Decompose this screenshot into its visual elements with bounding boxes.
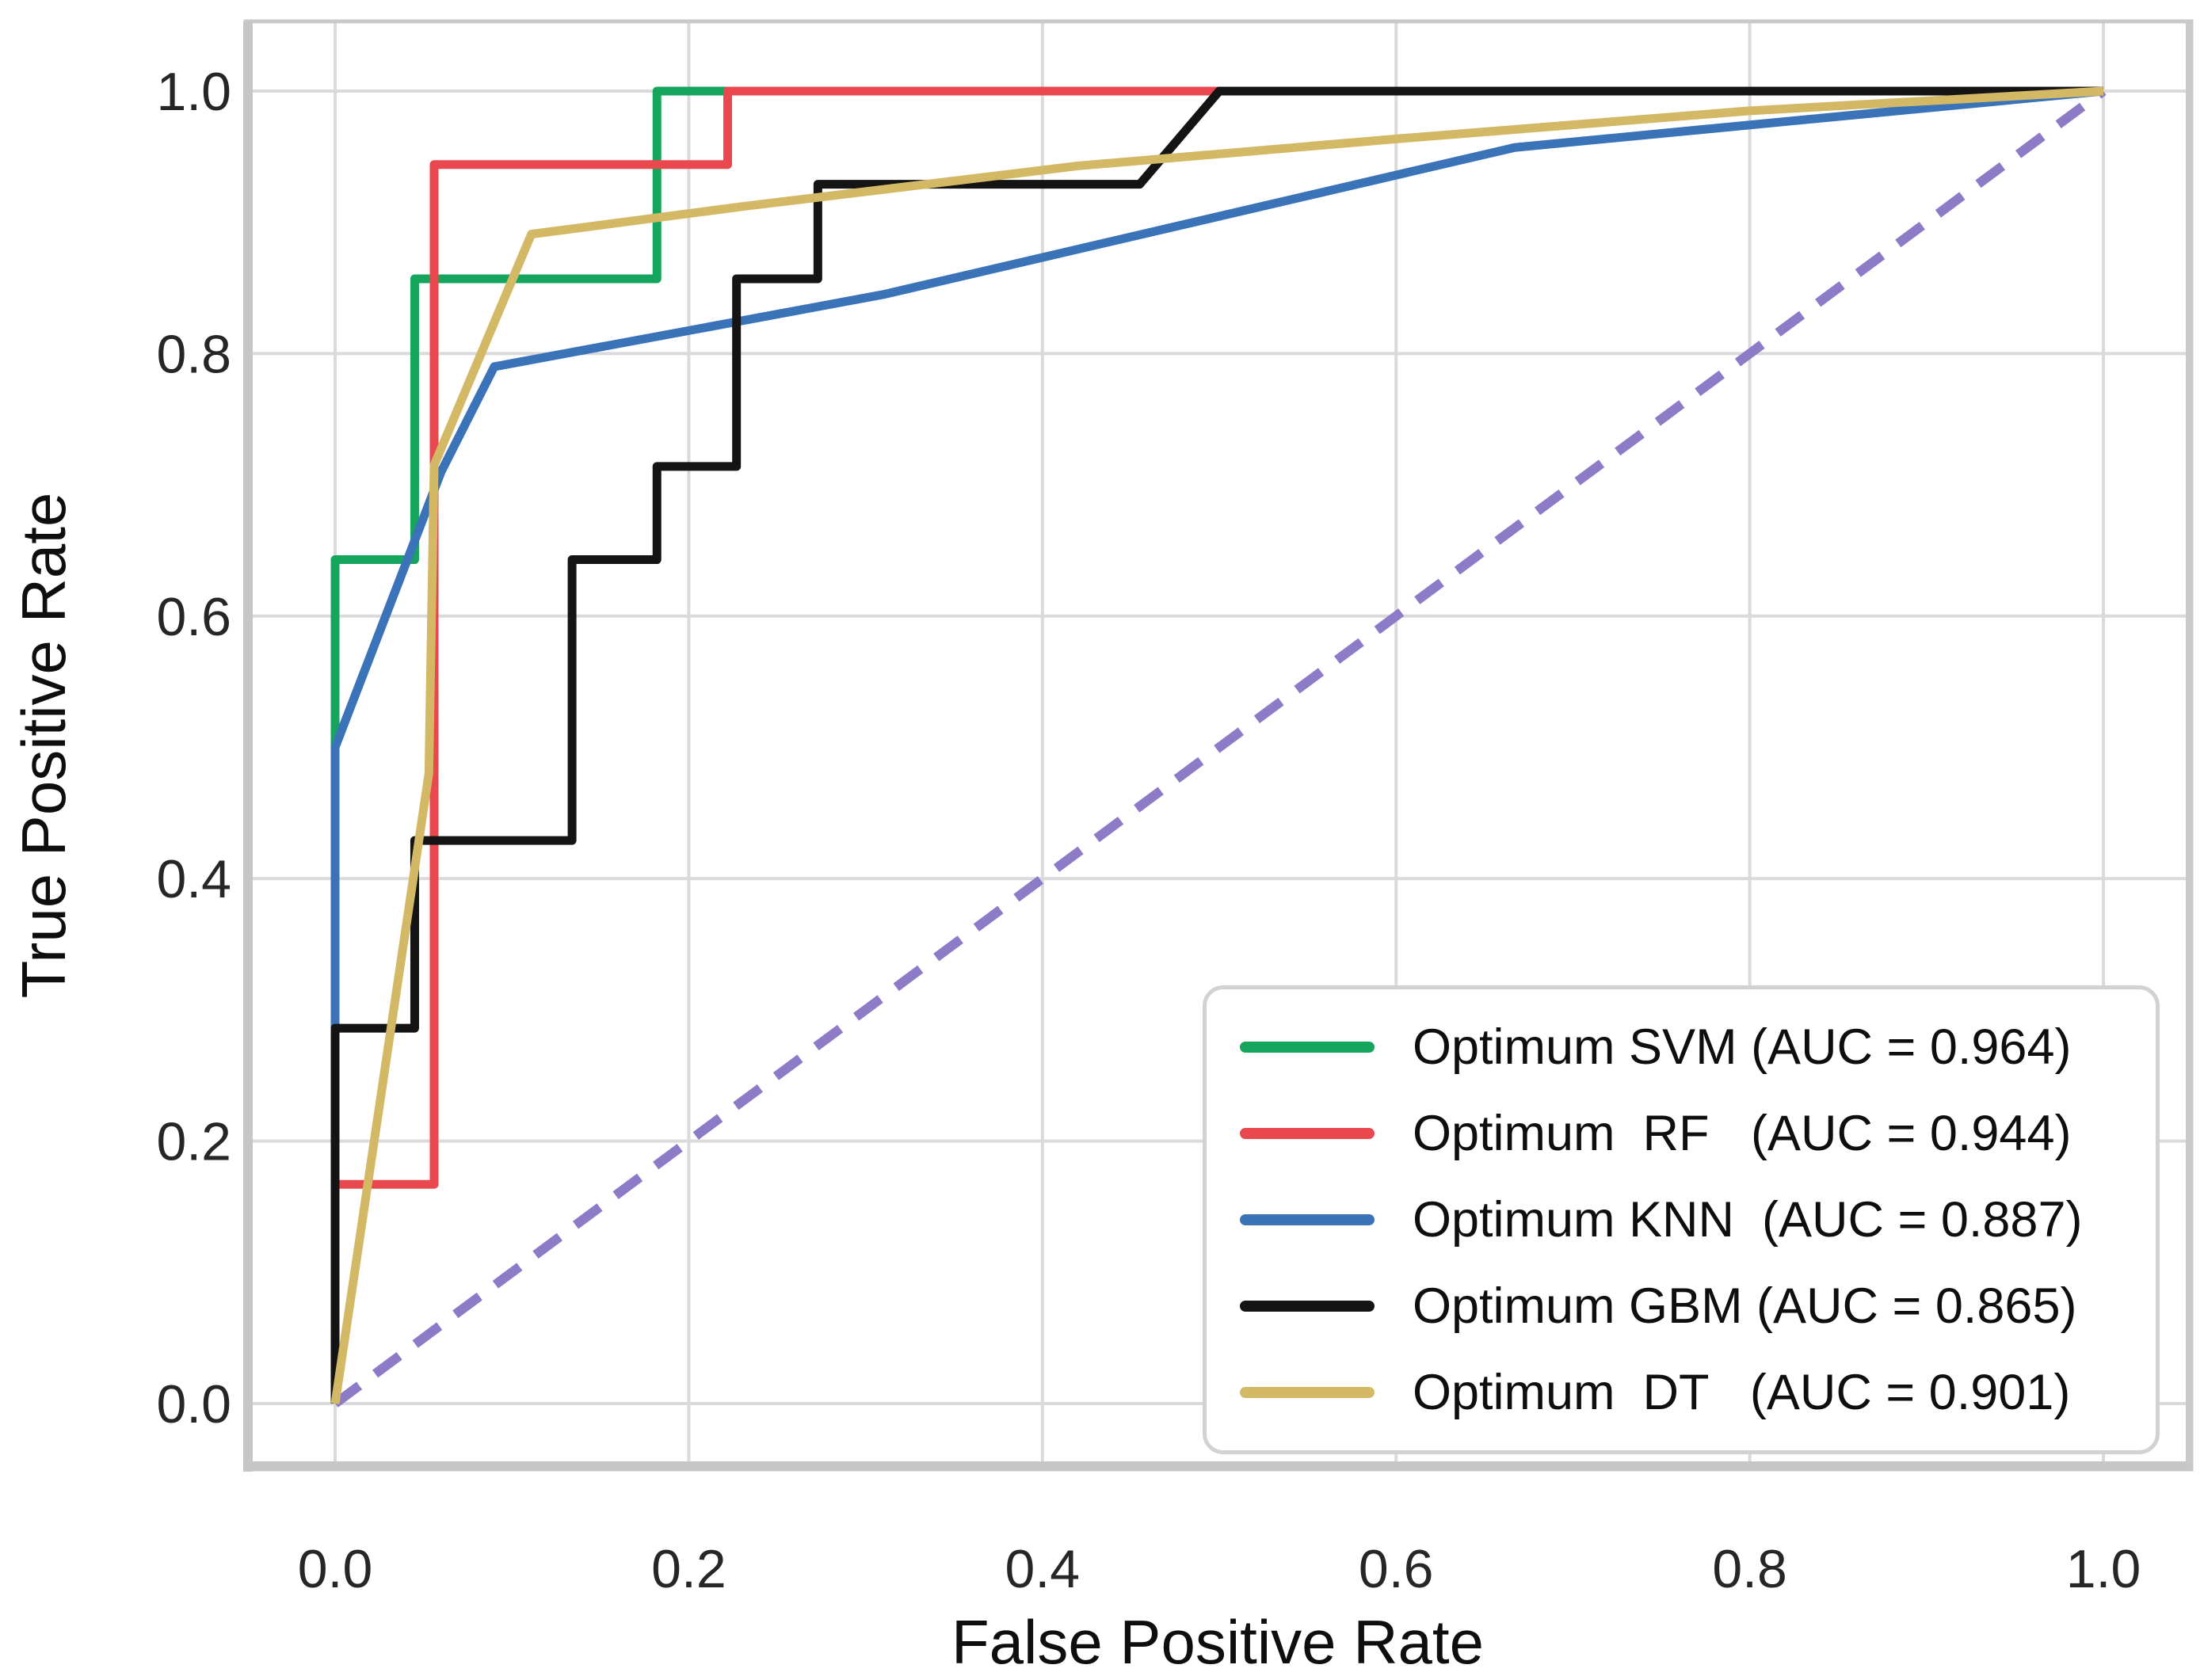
legend-line-swatch-icon — [1240, 1387, 1375, 1398]
x-tick-label-0.2: 0.2 — [651, 1539, 726, 1599]
tick-labels-group: 0.0 0.0 0.2 0.2 0.4 0.4 0.6 0.6 0.8 0.8 1.0 1.0 — [156, 62, 2141, 1599]
y-tick-label-0.6: 0.6 — [156, 587, 231, 647]
roc-curve-chance — [332, 87, 2107, 1408]
y-axis-title: True Positive Rate — [9, 493, 78, 999]
legend-box: Optimum SVM (AUC = 0.964) Optimum RF (AUC… — [1203, 985, 2160, 1454]
x-tick-label-0.4: 0.4 — [1005, 1539, 1081, 1599]
legend-item-optimum-rf: Optimum RF (AUC = 0.944) — [1240, 1105, 2156, 1162]
legend-item-optimum-svm: Optimum SVM (AUC = 0.964) — [1240, 1019, 2156, 1076]
plot-border-group — [243, 19, 2194, 1472]
x-tick-label-0.8: 0.8 — [1712, 1539, 1787, 1599]
legend-item-label: Optimum DT (AUC = 0.901) — [1413, 1365, 2071, 1420]
y-tick-label-0.4: 0.4 — [156, 849, 231, 909]
legend-line-swatch-icon — [1240, 1128, 1375, 1139]
roc-curve-optimum-dt — [330, 86, 2104, 1404]
legend-item-optimum-gbm: Optimum GBM (AUC = 0.865) — [1240, 1278, 2156, 1335]
legend-item-label: Optimum GBM (AUC = 0.865) — [1413, 1278, 2077, 1334]
curves-group — [330, 86, 2107, 1408]
y-tick-label-0.8: 0.8 — [156, 324, 231, 384]
x-tick-label-1.0: 1.0 — [2066, 1539, 2141, 1599]
roc-curve-optimum-gbm — [330, 86, 2103, 1404]
legend-item-optimum-knn: Optimum KNN (AUC = 0.887) — [1240, 1191, 2156, 1248]
y-tick-label-0.2: 0.2 — [156, 1112, 231, 1172]
legend-line-swatch-icon — [1240, 1214, 1375, 1225]
x-tick-label-0.6: 0.6 — [1359, 1539, 1434, 1599]
legend-item-label: Optimum SVM (AUC = 0.964) — [1413, 1019, 2072, 1075]
legend-line-swatch-icon — [1240, 1042, 1375, 1053]
y-tick-label-0.0: 0.0 — [156, 1374, 231, 1434]
x-tick-label-0.0: 0.0 — [298, 1539, 373, 1599]
x-axis-title: False Positive Rate — [951, 1607, 1484, 1677]
legend-item-optimum-dt: Optimum DT (AUC = 0.901) — [1240, 1364, 2156, 1421]
roc-curve-optimum-svm — [330, 86, 2103, 1404]
roc-curve-optimum-knn — [330, 86, 2104, 1404]
legend-line-swatch-icon — [1240, 1301, 1375, 1312]
legend-item-label: Optimum RF (AUC = 0.944) — [1413, 1106, 2072, 1161]
legend-item-label: Optimum KNN (AUC = 0.887) — [1413, 1192, 2083, 1248]
y-tick-label-1.0: 1.0 — [156, 62, 231, 122]
